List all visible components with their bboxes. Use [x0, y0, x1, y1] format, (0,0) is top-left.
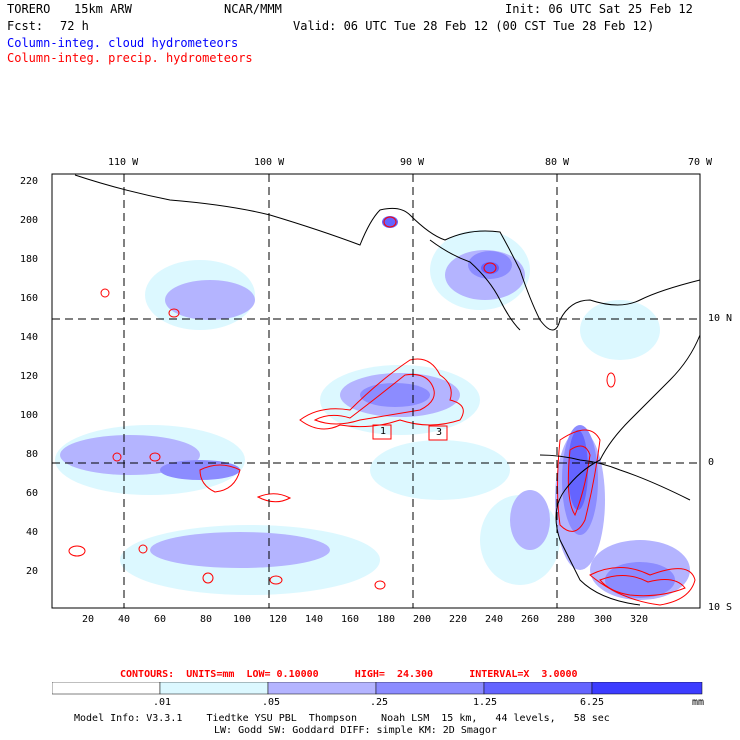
lon-label-90w: 90 W	[400, 157, 425, 168]
y-tick: 60	[26, 488, 39, 499]
x-tick: 100	[233, 614, 252, 625]
colorbar-label: .25	[370, 697, 389, 708]
plot-frame	[51, 173, 701, 609]
colorbar	[52, 682, 703, 695]
colorbar-label: .05	[262, 697, 281, 708]
x-tick: 160	[341, 614, 360, 625]
x-tick: 40	[118, 614, 131, 625]
field-cloud-title: Column-integ. cloud hydrometeors	[7, 36, 239, 50]
x-tick: 240	[485, 614, 504, 625]
field-precip-title: Column-integ. precip. hydrometeors	[7, 51, 253, 65]
y-tick: 180	[20, 254, 39, 265]
model-physics: LW: Godd SW: Goddard DIFF: simple KM: 2D…	[214, 725, 497, 736]
contour-info: CONTOURS: UNITS=mm LOW= 0.10000 HIGH= 24…	[120, 669, 578, 680]
y-tick: 120	[20, 371, 39, 382]
lon-label-100w: 100 W	[254, 157, 285, 168]
fcst-label: Fcst:	[7, 19, 44, 33]
colorbar-bin	[591, 682, 703, 695]
fcst-value: 72 h	[60, 19, 89, 33]
box-label-3-text: 3	[436, 427, 443, 438]
lat-label-0: 0	[708, 457, 715, 468]
colorbar-label: .01	[153, 697, 172, 708]
model-resolution: 15km ARW	[74, 2, 132, 16]
lat-label-10s: 10 S	[708, 602, 733, 613]
precip-contours	[68, 216, 696, 606]
lon-label-80w: 80 W	[545, 157, 570, 168]
x-tick: 120	[269, 614, 288, 625]
x-tick: 180	[377, 614, 396, 625]
lon-label-110w: 110 W	[108, 157, 139, 168]
y-tick: 20	[26, 566, 39, 577]
x-tick: 140	[305, 614, 324, 625]
box-label-1-text: 1	[380, 426, 387, 437]
colorbar-bin	[267, 682, 377, 695]
lon-label-70w: 70 W	[688, 157, 713, 168]
box-label-3	[428, 425, 448, 441]
y-tick: 200	[20, 215, 39, 226]
y-tick: 100	[20, 410, 39, 421]
y-tick: 40	[26, 527, 39, 538]
x-tick: 280	[557, 614, 576, 625]
coastlines	[74, 174, 701, 606]
colorbar-bin	[52, 682, 161, 695]
colorbar-bin	[159, 682, 269, 695]
colorbar-bin	[375, 682, 485, 695]
x-tick: 220	[449, 614, 468, 625]
x-tick: 80	[200, 614, 213, 625]
x-tick: 300	[594, 614, 613, 625]
y-tick: 160	[20, 293, 39, 304]
x-tick: 60	[154, 614, 167, 625]
valid-time: Valid: 06 UTC Tue 28 Feb 12 (00 CST Tue …	[293, 19, 655, 33]
colorbar-label: 6.25	[580, 697, 605, 708]
box-label-1	[372, 424, 392, 440]
model-name: TORERO	[7, 2, 51, 16]
organization: NCAR/MMM	[224, 2, 282, 16]
init-time: Init: 06 UTC Sat 25 Feb 12	[505, 2, 693, 16]
y-tick: 140	[20, 332, 39, 343]
y-tick: 220	[20, 176, 39, 187]
x-tick: 200	[413, 614, 432, 625]
x-tick: 320	[630, 614, 649, 625]
latlon-grid	[52, 174, 700, 608]
colorbar-unit: mm	[692, 697, 705, 708]
model-info: Model Info: V3.3.1 Tiedtke YSU PBL Thomp…	[74, 713, 610, 724]
x-tick: 20	[82, 614, 95, 625]
colorbar-bin	[483, 682, 593, 695]
y-tick: 80	[26, 449, 39, 460]
cloud-shading	[55, 216, 690, 600]
x-tick: 260	[521, 614, 540, 625]
lat-label-10n: 10 N	[708, 313, 733, 324]
colorbar-label: 1.25	[473, 697, 498, 708]
